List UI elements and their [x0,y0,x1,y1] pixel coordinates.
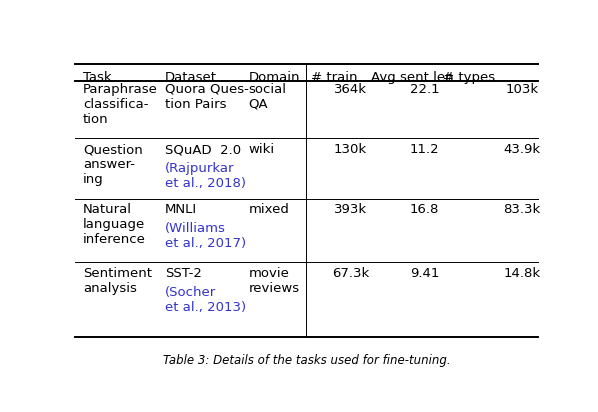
Text: # train: # train [311,71,358,84]
Text: 22.1: 22.1 [410,83,440,96]
Text: social
QA: social QA [249,83,286,111]
Text: 14.8k: 14.8k [504,267,541,280]
Text: Table 3: Details of the tasks used for fine-tuning.: Table 3: Details of the tasks used for f… [163,354,450,367]
Text: 43.9k: 43.9k [504,143,541,156]
Text: wiki: wiki [249,143,274,156]
Text: movie
reviews: movie reviews [249,267,300,295]
Text: (Rajpurkar
et al., 2018): (Rajpurkar et al., 2018) [165,162,246,190]
Text: Sentiment
analysis: Sentiment analysis [83,267,152,295]
Text: # types: # types [443,71,495,84]
Text: 364k: 364k [334,83,367,96]
Text: Paraphrase
classifica-
tion: Paraphrase classifica- tion [83,83,158,126]
Text: Avg sent len.: Avg sent len. [371,71,458,84]
Text: 11.2: 11.2 [410,143,440,156]
Text: mixed: mixed [249,203,289,216]
Text: Natural
language
inference: Natural language inference [83,203,146,246]
Text: SQuAD  2.0: SQuAD 2.0 [165,143,241,156]
Text: 393k: 393k [334,203,367,216]
Text: (Williams
et al., 2017): (Williams et al., 2017) [165,222,246,250]
Text: 83.3k: 83.3k [504,203,541,216]
Text: SST-2: SST-2 [165,267,202,280]
Text: 9.41: 9.41 [410,267,440,280]
Text: Dataset: Dataset [165,71,217,84]
Text: 67.3k: 67.3k [332,267,369,280]
Text: Quora Ques-
tion Pairs: Quora Ques- tion Pairs [165,83,249,111]
Text: Question
answer-
ing: Question answer- ing [83,143,143,186]
Text: 103k: 103k [505,83,539,96]
Text: MNLI: MNLI [165,203,197,216]
Text: 130k: 130k [334,143,367,156]
Text: Task: Task [83,71,112,84]
Text: 16.8: 16.8 [410,203,440,216]
Text: (Socher
et al., 2013): (Socher et al., 2013) [165,286,246,314]
Text: Domain: Domain [249,71,300,84]
